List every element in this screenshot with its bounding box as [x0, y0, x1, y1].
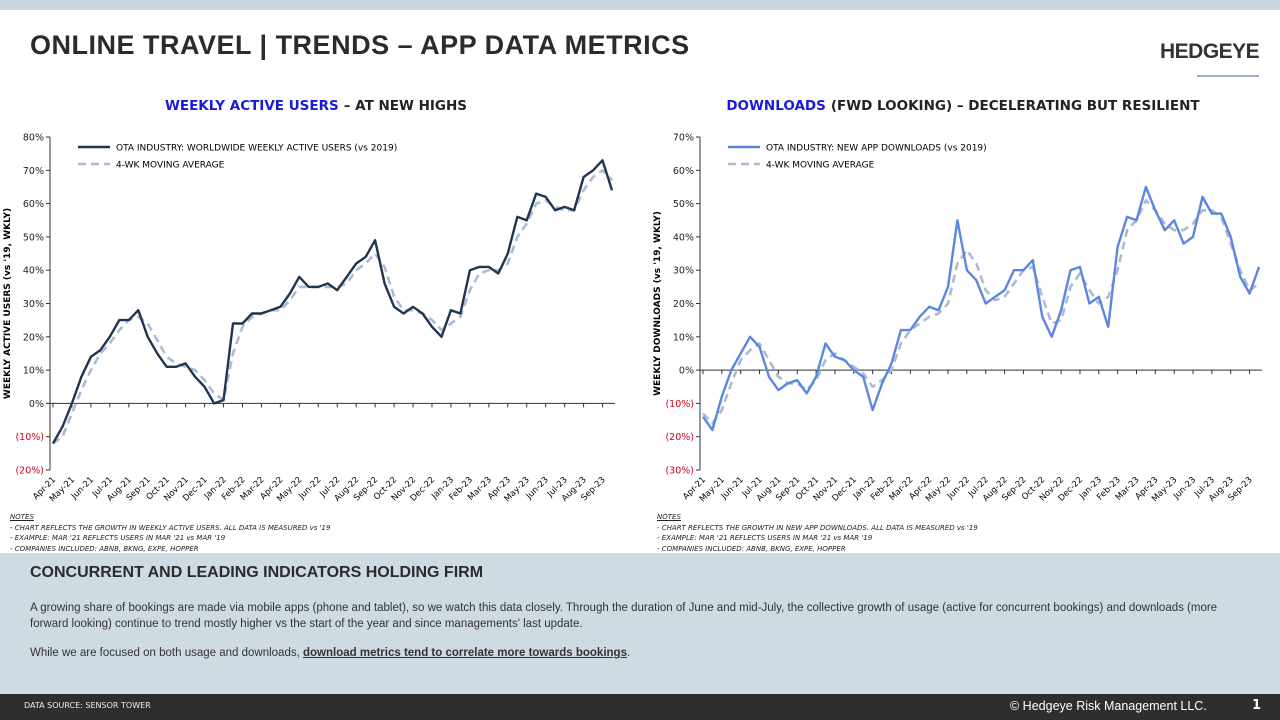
chart-title: WEEKLY ACTIVE USERS – AT NEW HIGHS [165, 98, 467, 114]
charts: WEEKLY ACTIVE USERS – AT NEW HIGHSWEEKLY … [3, 98, 1262, 504]
y-tick-label: 30% [23, 299, 44, 310]
title-rest: (FWD LOOKING) – DECELERATING BUT RESILIE… [831, 98, 1201, 114]
y-tick-label: 10% [23, 366, 44, 377]
page-number: 1 [1252, 698, 1262, 713]
series-line [702, 185, 1261, 432]
y-tick-label: 20% [673, 299, 694, 310]
series-line [52, 169, 613, 445]
note-line: - CHART REFLECTS THE GROWTH IN WEEKLY AC… [10, 523, 331, 532]
y-tick-label: 50% [673, 199, 694, 210]
note-line: - COMPANIES INCLUDED: ABNB, BKNG, EXPE, … [10, 544, 199, 553]
y-tick-label: 70% [673, 133, 694, 144]
legend-label: OTA INDUSTRY: WORLDWIDE WEEKLY ACTIVE US… [116, 144, 397, 154]
text: . [626, 647, 631, 659]
paragraph: While we are focused on both usage and d… [30, 645, 1255, 661]
note-line: NOTES [10, 513, 34, 521]
note-line: NOTES [657, 513, 681, 521]
y-tick-label: (10%) [665, 399, 694, 410]
title-highlight: WEEKLY ACTIVE USERS [165, 98, 339, 114]
y-tick-label: 30% [673, 266, 694, 277]
summary-panel [0, 553, 1280, 694]
note-line: - EXAMPLE: MAR '21 REFLECTS USERS IN MAR… [657, 534, 873, 542]
y-tick-label: (30%) [665, 466, 694, 477]
legend-label: 4-WK MOVING AVERAGE [116, 161, 225, 171]
y-tick-label: 20% [23, 332, 44, 343]
notes: NOTES - CHART REFLECTS THE GROWTH IN WEEK… [10, 512, 330, 554]
legend-label: 4-WK MOVING AVERAGE [766, 161, 875, 171]
y-tick-label: 60% [673, 166, 694, 177]
y-tick-label: 40% [673, 232, 694, 243]
y-tick-label: 10% [673, 332, 694, 343]
title-highlight: DOWNLOADS [726, 98, 825, 114]
logo-underline [1197, 75, 1259, 77]
y-axis-label: WEEKLY ACTIVE USERS (vs '19, WKLY) [3, 208, 13, 399]
top-band [0, 0, 1280, 10]
y-axis-label: WEEKLY DOWNLOADS (vs '19, WKLY) [653, 211, 663, 396]
y-tick-label: 50% [23, 232, 44, 243]
series-line [702, 199, 1260, 425]
y-tick-label: 40% [23, 266, 44, 277]
y-tick-label: 0% [29, 399, 44, 410]
title-rest: – AT NEW HIGHS [344, 98, 467, 114]
slide-title: ONLINE TRAVEL | TRENDS – APP DATA METRIC… [30, 30, 690, 60]
paragraph: A growing share of bookings are made via… [30, 602, 1218, 630]
chart-title: DOWNLOADS (FWD LOOKING) – DECELERATING BU… [726, 98, 1200, 114]
copyright: © Hedgeye Risk Management LLC. [1010, 699, 1207, 713]
note-line: - CHART REFLECTS THE GROWTH IN NEW APP D… [657, 523, 978, 532]
legend-label: OTA INDUSTRY: NEW APP DOWNLOADS (vs 2019… [766, 144, 987, 154]
y-tick-label: 80% [23, 133, 44, 144]
footer [0, 694, 1280, 720]
logo: HEDGEYE [1160, 40, 1260, 63]
y-tick-label: (20%) [665, 432, 694, 443]
y-tick-label: 70% [23, 166, 44, 177]
y-tick-label: 60% [23, 199, 44, 210]
note-line: - COMPANIES INCLUDED: ABNB, BKNG, EXPE, … [657, 544, 846, 553]
y-tick-label: 0% [679, 366, 694, 377]
notes: NOTES - CHART REFLECTS THE GROWTH IN NEW … [657, 512, 978, 554]
note-line: - EXAMPLE: MAR '21 REFLECTS USERS IN MAR… [10, 534, 226, 542]
text: While we are focused on both usage and d… [30, 647, 303, 659]
y-tick-label: (20%) [15, 466, 44, 477]
data-source: DATA SOURCE: SENSOR TOWER [24, 701, 151, 710]
series-line [51, 159, 614, 444]
emphasis: download metrics tend to correlate more … [303, 647, 627, 659]
summary-heading: CONCURRENT AND LEADING INDICATORS HOLDIN… [30, 564, 484, 581]
y-tick-label: (10%) [15, 432, 44, 443]
